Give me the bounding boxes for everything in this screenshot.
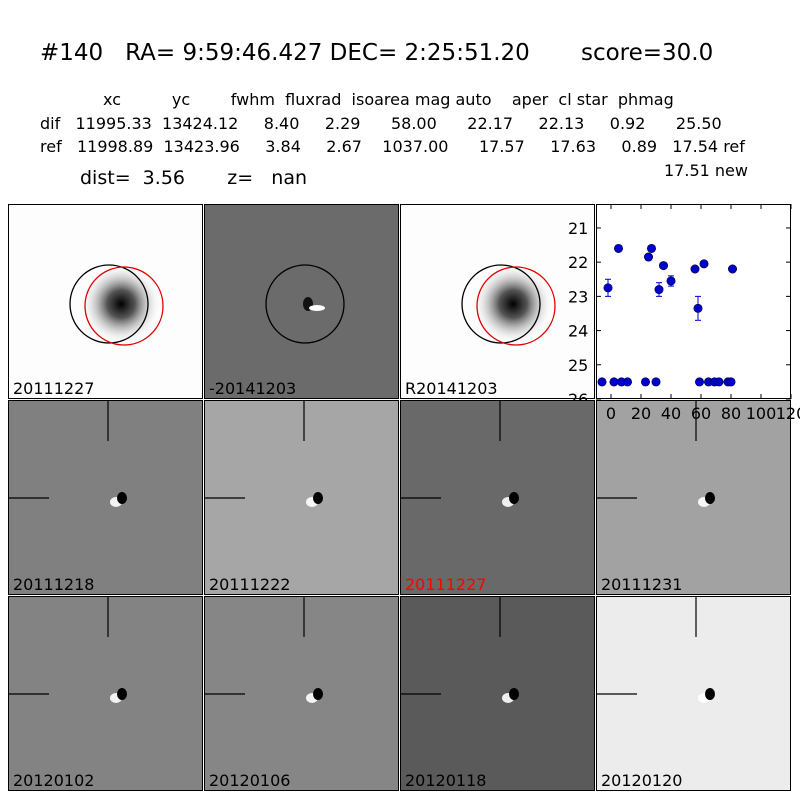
data-point: [728, 264, 738, 274]
data-point: [640, 377, 650, 387]
panel-label: 20120118: [405, 771, 487, 790]
data-point: [714, 377, 724, 387]
page-title: #140 RA= 9:59:46.427 DEC= 2:25:51.20 sco…: [40, 40, 714, 66]
stamp-image: [9, 401, 202, 594]
stamp-panel-epoch[interactable]: 20120102: [8, 596, 203, 791]
star-blob: [81, 264, 161, 344]
panel-label: 20111227: [405, 575, 487, 594]
dif-row: dif 11995.33 13424.12 8.40 2.29 58.00 22…: [40, 114, 722, 133]
panel-label: 20111222: [209, 575, 291, 594]
stamp-panel-epoch[interactable]: 20111222: [204, 400, 399, 595]
data-point: [726, 377, 736, 387]
data-point: [695, 377, 705, 387]
data-point: [597, 377, 607, 387]
stamp-image: [205, 597, 398, 790]
x-tick-label: 40: [660, 404, 682, 423]
stamp-image: [205, 401, 398, 594]
stamp-image: [9, 597, 202, 790]
panel-label: R20141203: [405, 379, 498, 398]
data-point: [690, 264, 700, 274]
dark-lobe: [509, 688, 519, 700]
aperture-circle-red: [476, 266, 556, 346]
data-point: [646, 243, 656, 253]
panel-label: 20111218: [13, 575, 95, 594]
stamp-panel-epoch[interactable]: 20120118: [400, 596, 595, 791]
star-blob: [473, 264, 553, 344]
x-tick-label: 100: [745, 404, 777, 423]
ref-row: ref 11998.89 13423.96 3.84 2.67 1037.00 …: [40, 137, 745, 156]
panel-label: 20120120: [601, 771, 683, 790]
dark-lobe: [117, 492, 127, 504]
stamp-panel-reference[interactable]: R20141203: [400, 204, 595, 399]
dark-lobe: [705, 688, 715, 700]
panel-label: -20141203: [209, 379, 297, 398]
panel-label: 20120106: [209, 771, 291, 790]
x-tick-label: 20: [630, 404, 652, 423]
dark-lobe: [117, 688, 127, 700]
data-point: [693, 303, 703, 313]
dark-lobe: [313, 492, 323, 504]
stamp-image: [69, 264, 164, 346]
x-tick-label: 0: [605, 404, 617, 423]
data-point: [658, 261, 668, 271]
dark-lobe: [705, 492, 715, 504]
data-point: [622, 377, 632, 387]
stamp-panel-epoch[interactable]: 20120120: [596, 596, 791, 791]
data-point: [654, 285, 664, 295]
light-curve-chart: 212223242526: [568, 204, 792, 409]
aperture-circle-black: [265, 264, 345, 344]
dark-lobe: [313, 688, 323, 700]
y-tick-label: 25: [568, 356, 588, 375]
data-point: [643, 252, 653, 262]
stamp-panel-difference[interactable]: -20141203: [204, 204, 399, 399]
y-tick-label: 22: [568, 253, 588, 272]
aperture-circle-black: [461, 264, 541, 344]
y-tick-label: 23: [568, 287, 588, 306]
data-point: [603, 283, 613, 293]
bright-lobe: [309, 305, 325, 311]
new-mag: 17.51 new: [664, 161, 748, 180]
x-tick-label: 120: [775, 404, 800, 423]
x-tick-label: 60: [690, 404, 712, 423]
stamp-image: [401, 401, 594, 594]
data-point: [609, 377, 619, 387]
stamp-panel-epoch[interactable]: 20120106: [204, 596, 399, 791]
stamp-image: [461, 264, 556, 346]
stamp-image: [401, 597, 594, 790]
data-point: [613, 243, 623, 253]
stamp-panel-epoch[interactable]: 20111227: [400, 400, 595, 595]
data-point: [699, 259, 709, 269]
data-point: [651, 377, 661, 387]
stamp-image: [597, 401, 790, 594]
panel-label: 20111227: [13, 379, 95, 398]
y-tick-label: 24: [568, 322, 588, 341]
aperture-circle-red: [84, 266, 164, 346]
stamp-panel-ref-epoch[interactable]: 20111227: [8, 204, 203, 399]
panel-label: 20111231: [601, 575, 683, 594]
data-point: [666, 276, 676, 286]
chart-frame: [596, 204, 791, 399]
dist-readout: dist= 3.56 z= nan: [80, 167, 308, 189]
stamp-image: [265, 264, 345, 344]
y-tick-label: 21: [568, 219, 588, 238]
stamp-image: [597, 597, 790, 790]
stamp-panel-epoch[interactable]: 20111231: [596, 400, 791, 595]
column-headers: xc yc fwhm fluxrad isoarea mag auto aper…: [103, 90, 674, 109]
x-tick-label: 80: [720, 404, 742, 423]
stamp-panel-epoch[interactable]: 20111218: [8, 400, 203, 595]
aperture-circle-black: [69, 264, 149, 344]
panel-label: 20120102: [13, 771, 95, 790]
dark-lobe: [509, 492, 519, 504]
